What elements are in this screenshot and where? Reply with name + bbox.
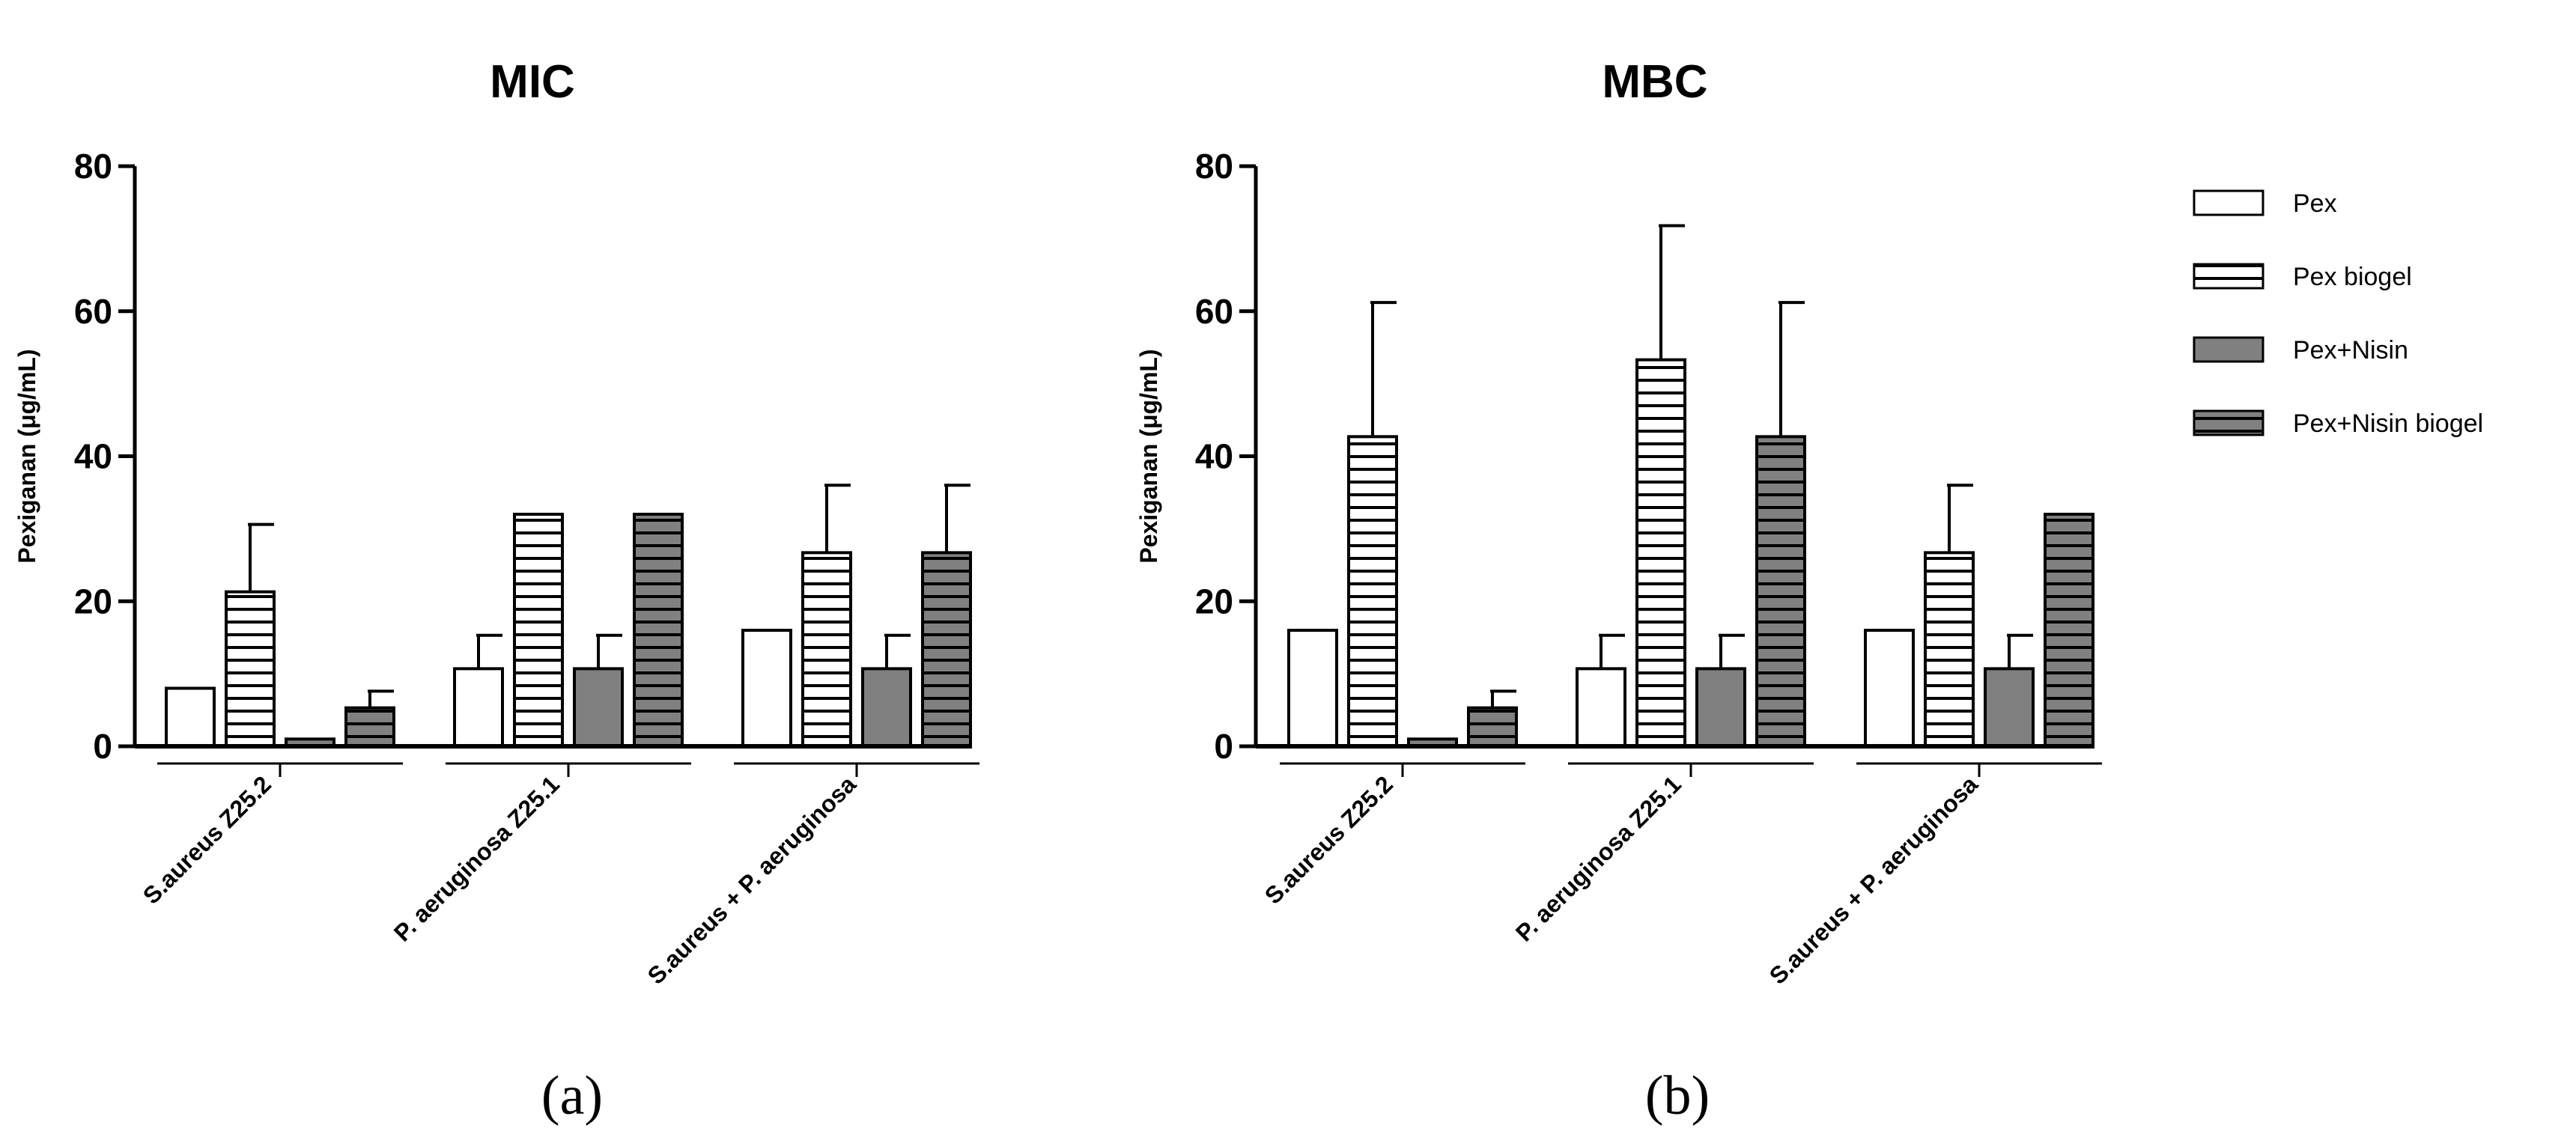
panel-label: (b) — [1645, 1065, 1710, 1127]
bar-pex-nisin — [1695, 667, 1746, 748]
bar-pex-nisin-biogel — [921, 551, 972, 748]
legend-label: Pex+Nisin — [2293, 336, 2408, 365]
category-label: S.aureus Z25.2 — [1260, 770, 1398, 909]
legend-swatch-pex — [2193, 189, 2264, 216]
y-tick-label: 40 — [1195, 437, 1233, 476]
bar-pex-biogel — [1635, 358, 1686, 748]
chart-title: MBC — [1602, 56, 1707, 108]
bar-pex — [165, 686, 216, 748]
chart-title: MIC — [490, 56, 575, 108]
bar-pex — [1576, 667, 1626, 748]
bar-pex-biogel — [801, 551, 852, 748]
chart-mic: MIC 0 20 40 60 80 Pexiganan (μg/mL) S.aureus Z2… — [13, 56, 979, 1127]
legend-swatch-pex-nisin-biogel — [2193, 409, 2264, 436]
bar-pex-nisin — [1984, 667, 2035, 748]
bar-pex — [741, 629, 792, 748]
category-label: S.aureus + P. aeruginosa — [1764, 770, 1983, 989]
y-axis-label: Pexiganan (μg/mL) — [1135, 349, 1162, 563]
y-tick-label: 60 — [74, 292, 112, 331]
y-tick-label: 60 — [1195, 292, 1233, 331]
bar-pex-nisin — [573, 667, 624, 748]
y-tick-label: 40 — [74, 437, 112, 476]
bar-pex — [1287, 629, 1338, 748]
category-label: P. aeruginosa Z25.1 — [1510, 770, 1686, 946]
bar-pex-biogel — [513, 513, 564, 748]
legend-label: Pex — [2293, 189, 2337, 218]
bar-pex-nisin-biogel — [344, 706, 395, 748]
legend-swatch-pex-biogel — [2193, 263, 2264, 290]
category-label: S.aureus Z25.2 — [138, 770, 276, 909]
category-label: P. aeruginosa Z25.1 — [389, 770, 565, 946]
legend-label: Pex biogel — [2293, 263, 2412, 291]
bar-pex — [1864, 629, 1915, 748]
bar-pex-nisin — [861, 667, 912, 748]
bar-pex-nisin-biogel — [2044, 513, 2094, 748]
bar-pex-biogel — [1924, 551, 1975, 748]
y-axis-label: Pexiganan (μg/mL) — [13, 349, 40, 563]
chart-mbc: MBC 0 20 40 60 80 Pexiganan (μg/mL) S.aureus Z2… — [1135, 56, 2102, 1127]
legend-swatch-pex-nisin — [2193, 336, 2264, 363]
bar-pex-nisin-biogel — [633, 513, 684, 748]
legend-label: Pex+Nisin biogel — [2293, 409, 2483, 438]
bar-pex-biogel — [225, 590, 276, 748]
legend: Pex Pex biogel Pex+Nisin Pex+Nisin biogel — [2193, 189, 2483, 438]
charts-layer: MIC 0 20 40 60 80 Pexiganan (μg/mL) S.aureus Z2… — [13, 56, 2102, 1127]
bar-pex — [453, 667, 504, 748]
y-tick-label: 80 — [1195, 147, 1233, 186]
y-tick-label: 80 — [74, 147, 112, 186]
panel-label: (a) — [541, 1065, 603, 1127]
category-label: S.aureus + P. aeruginosa — [643, 770, 861, 989]
y-tick-label: 0 — [1214, 727, 1233, 766]
y-tick-label: 20 — [1195, 582, 1233, 621]
y-tick-label: 0 — [93, 727, 112, 766]
bar-pex-nisin-biogel — [1755, 435, 1806, 748]
y-tick-label: 20 — [74, 582, 112, 621]
bar-pex-biogel — [1347, 435, 1398, 748]
bar-pex-nisin-biogel — [1467, 706, 1518, 748]
